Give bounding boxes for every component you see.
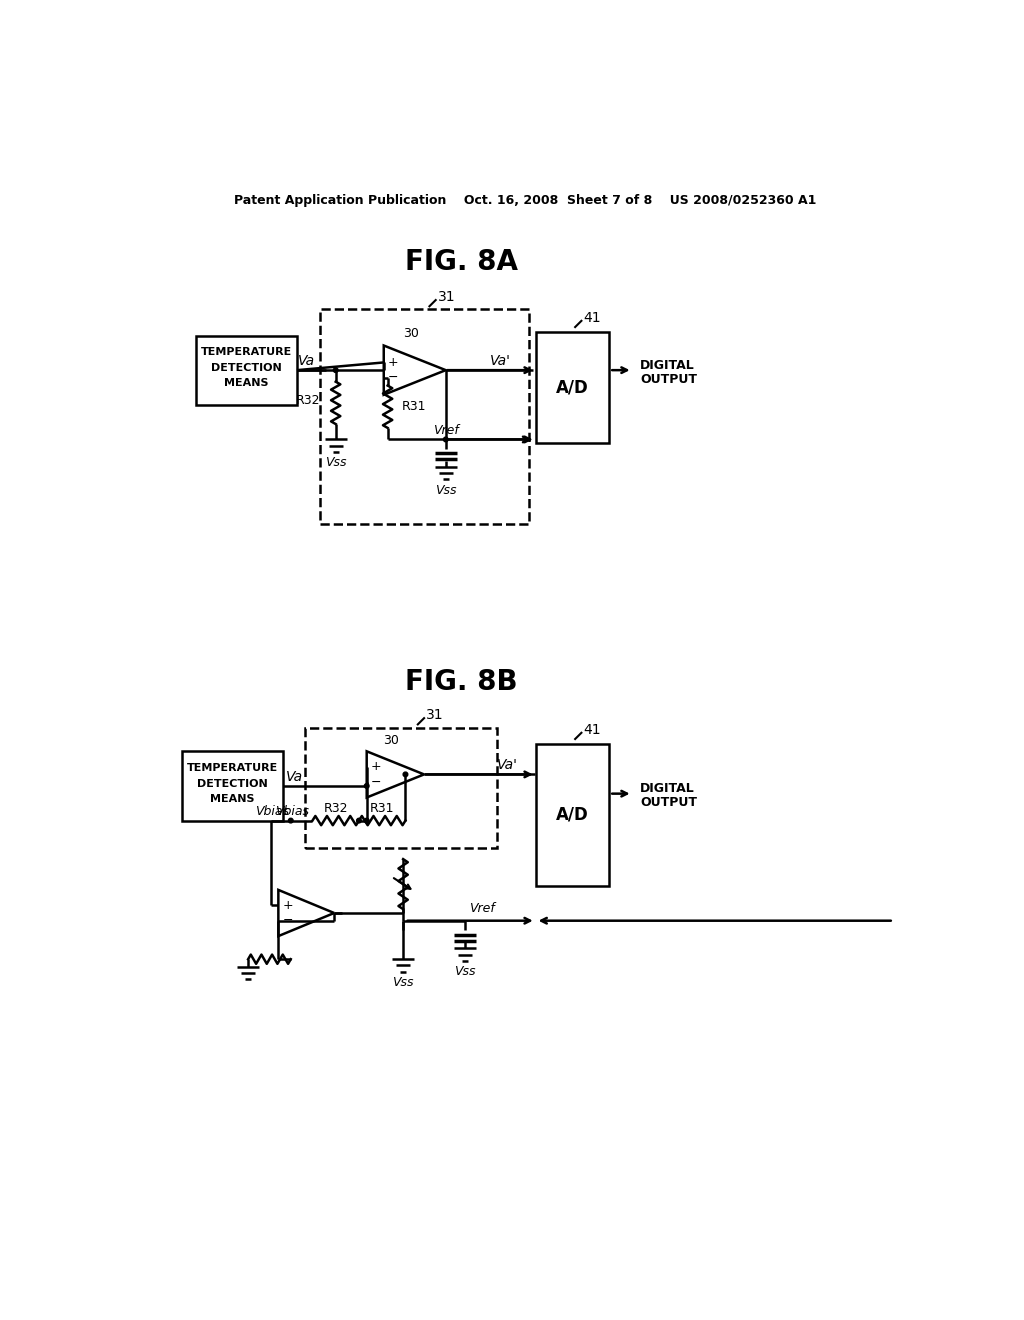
Circle shape <box>356 818 361 822</box>
Text: FIG. 8A: FIG. 8A <box>404 248 518 276</box>
Text: DIGITAL: DIGITAL <box>640 781 695 795</box>
Text: Va: Va <box>286 770 303 784</box>
Text: −: − <box>371 776 381 788</box>
Text: −: − <box>388 371 398 384</box>
Text: R31: R31 <box>370 801 394 814</box>
Text: OUTPUT: OUTPUT <box>640 796 697 809</box>
Text: −: − <box>283 915 293 927</box>
Text: R31: R31 <box>401 400 426 413</box>
Polygon shape <box>384 346 445 395</box>
Text: MEANS: MEANS <box>210 795 255 804</box>
Polygon shape <box>367 751 424 797</box>
Bar <box>536 331 609 444</box>
Circle shape <box>443 437 449 442</box>
Circle shape <box>365 784 369 788</box>
Text: Vref: Vref <box>433 424 459 437</box>
Text: Vref: Vref <box>469 902 495 915</box>
Text: OUTPUT: OUTPUT <box>640 372 697 385</box>
Text: FIG. 8B: FIG. 8B <box>404 668 517 696</box>
Bar <box>536 743 609 886</box>
Bar <box>182 751 283 821</box>
Text: DIGITAL: DIGITAL <box>640 359 695 372</box>
Text: TEMPERATURE: TEMPERATURE <box>201 347 292 358</box>
Text: 30: 30 <box>384 734 399 747</box>
Text: A/D: A/D <box>556 805 589 824</box>
Bar <box>305 729 497 847</box>
Polygon shape <box>279 890 334 936</box>
Text: +: + <box>388 356 398 370</box>
Text: 41: 41 <box>584 723 601 737</box>
Circle shape <box>289 818 293 822</box>
Circle shape <box>403 772 408 776</box>
Text: A/D: A/D <box>556 378 589 396</box>
Text: R32: R32 <box>296 395 321 408</box>
Bar <box>321 309 529 524</box>
Text: Va': Va' <box>489 354 511 368</box>
Text: DETECTION: DETECTION <box>211 363 282 372</box>
Text: 30: 30 <box>402 327 419 341</box>
Text: Vss: Vss <box>455 965 476 978</box>
Text: Va': Va' <box>498 758 518 772</box>
Text: TEMPERATURE: TEMPERATURE <box>187 763 279 774</box>
Text: Vss: Vss <box>392 975 414 989</box>
Text: MEANS: MEANS <box>224 379 269 388</box>
Text: Va: Va <box>298 354 314 368</box>
Text: Vbias: Vbias <box>274 805 308 818</box>
Text: Vss: Vss <box>325 455 346 469</box>
Circle shape <box>334 368 338 372</box>
Circle shape <box>365 818 369 822</box>
Text: Vss: Vss <box>435 483 457 496</box>
Text: DETECTION: DETECTION <box>198 779 268 788</box>
Text: +: + <box>371 760 381 774</box>
Bar <box>197 335 297 405</box>
Text: 41: 41 <box>584 310 601 325</box>
Text: +: + <box>283 899 293 912</box>
Text: Vbias: Vbias <box>255 805 289 818</box>
Text: R32: R32 <box>324 801 348 814</box>
Text: 31: 31 <box>438 290 456 304</box>
Text: 31: 31 <box>426 708 444 722</box>
Text: Patent Application Publication    Oct. 16, 2008  Sheet 7 of 8    US 2008/0252360: Patent Application Publication Oct. 16, … <box>233 194 816 207</box>
